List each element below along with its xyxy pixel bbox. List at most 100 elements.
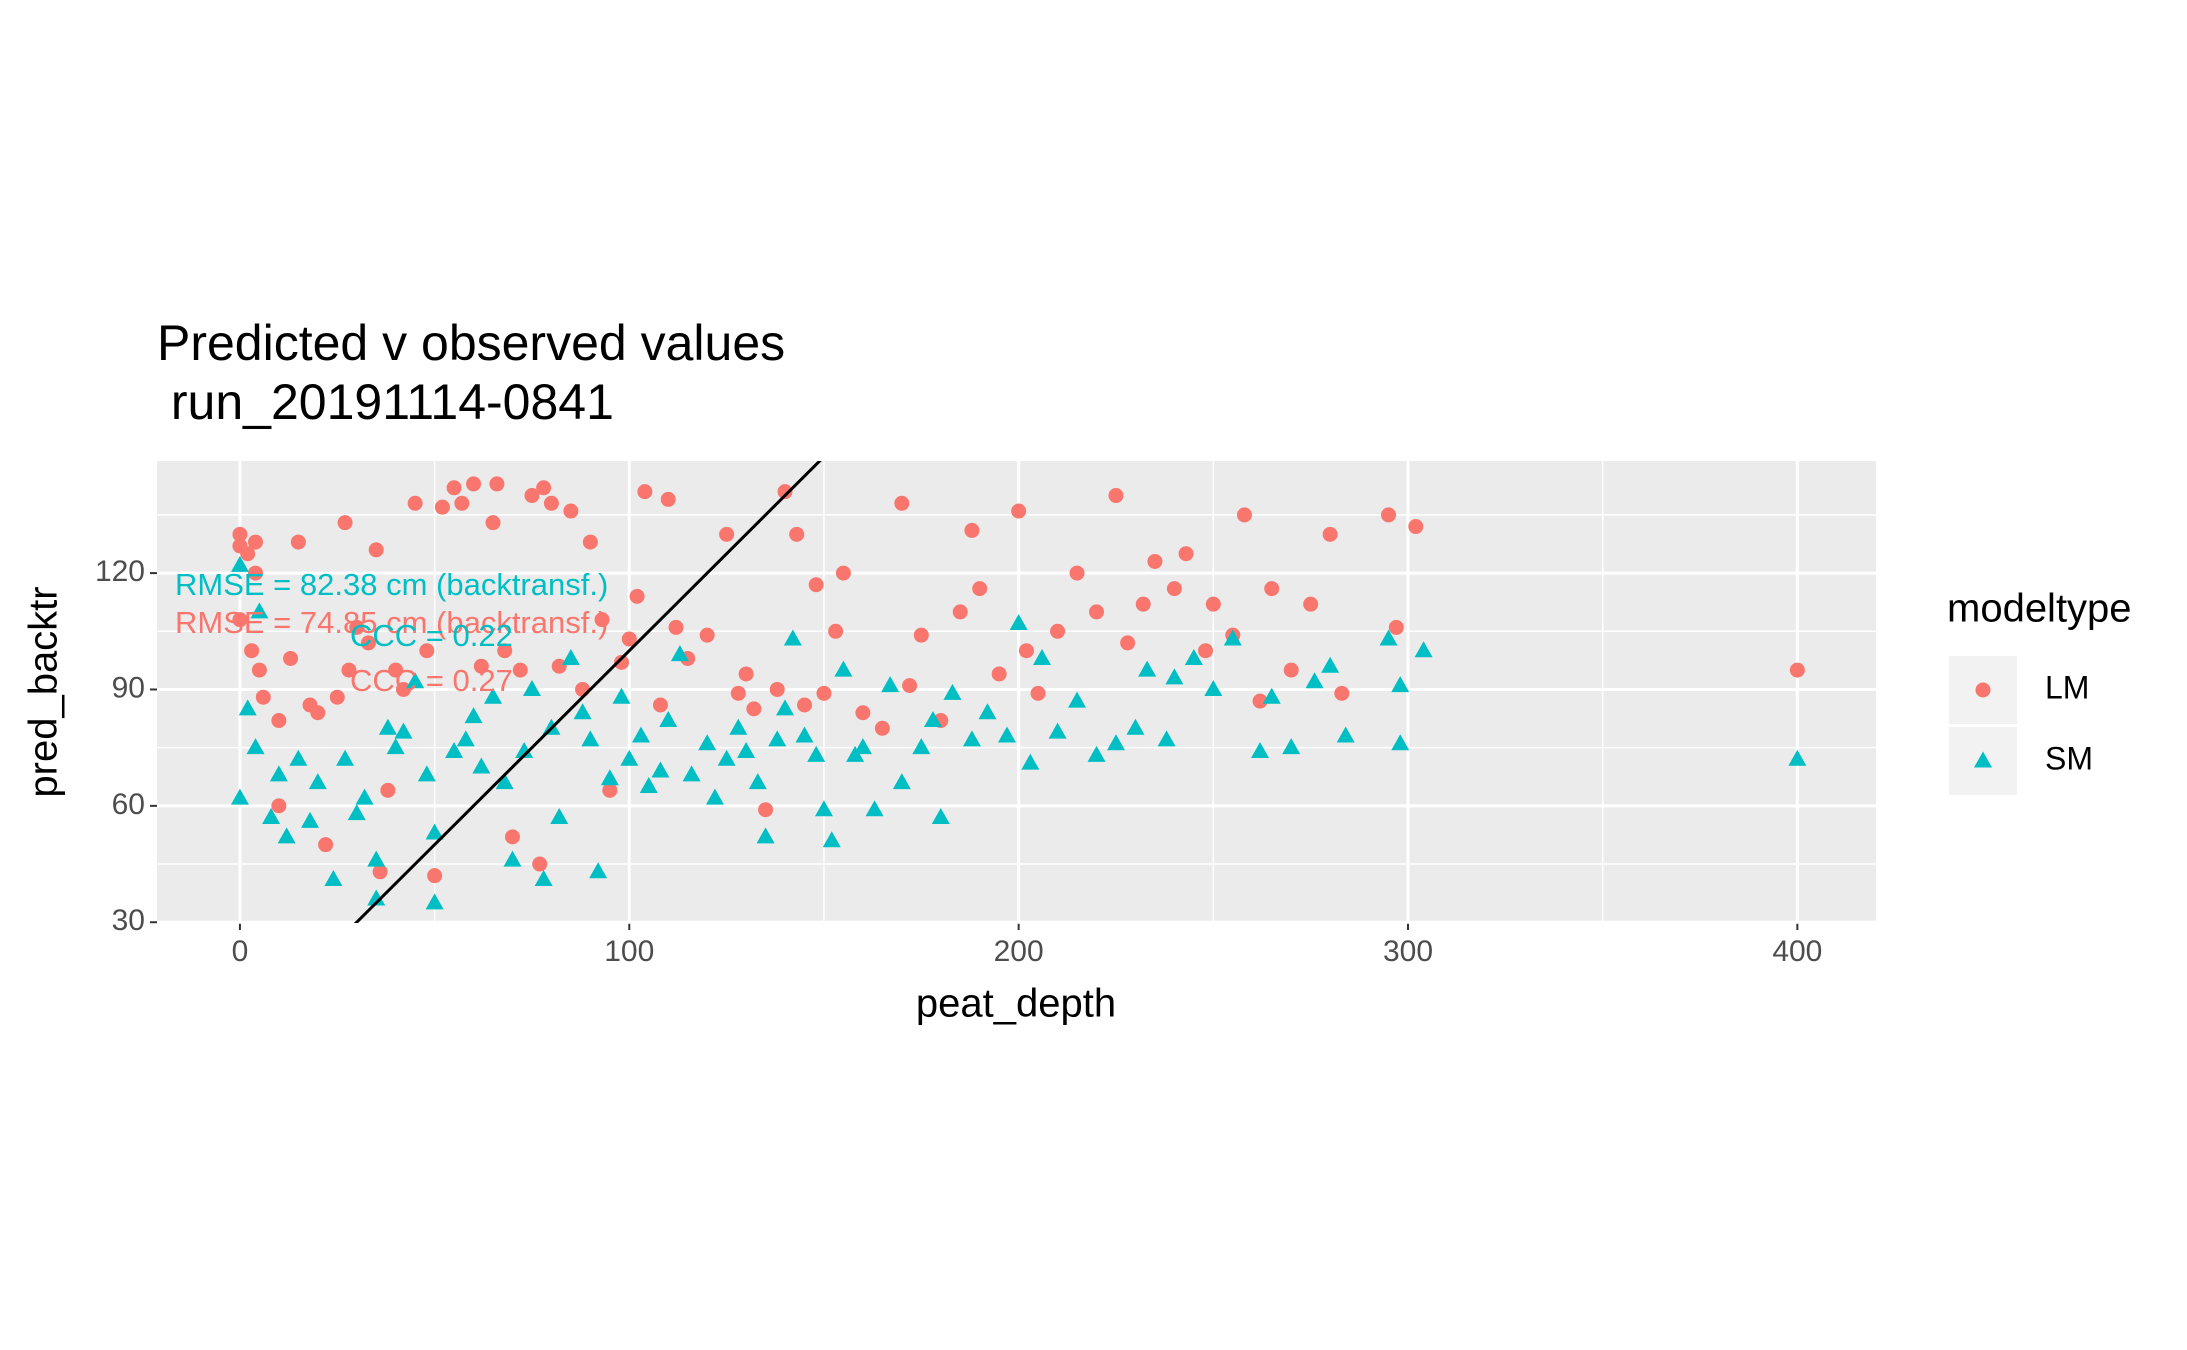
point	[367, 889, 386, 906]
point	[504, 829, 520, 845]
point	[395, 681, 411, 697]
point	[1204, 679, 1223, 696]
point	[1184, 648, 1203, 665]
point	[1178, 546, 1194, 562]
point	[289, 749, 308, 766]
point	[651, 761, 670, 778]
point	[1018, 643, 1034, 659]
point	[248, 565, 264, 581]
point	[1009, 614, 1028, 631]
point	[1391, 734, 1410, 751]
point	[931, 807, 950, 824]
point	[1108, 488, 1124, 504]
point	[789, 526, 805, 542]
point	[768, 730, 787, 747]
point	[425, 893, 444, 910]
point	[913, 627, 929, 643]
point	[1282, 738, 1301, 755]
point	[360, 635, 376, 651]
point	[1414, 641, 1433, 658]
point	[1336, 726, 1355, 743]
legend-symbol	[1975, 682, 1991, 698]
point	[795, 726, 814, 743]
point	[589, 862, 608, 879]
point	[670, 645, 689, 662]
point	[652, 697, 668, 713]
plot-area	[230, 461, 1807, 923]
point	[855, 705, 871, 721]
point	[407, 495, 423, 511]
point	[456, 730, 475, 747]
point	[308, 773, 327, 790]
point	[631, 726, 650, 743]
point	[489, 476, 505, 492]
point	[464, 707, 483, 724]
point	[244, 643, 260, 659]
point	[561, 648, 580, 665]
legend-title: modeltype	[1947, 587, 2132, 631]
point	[758, 802, 774, 818]
point	[378, 718, 397, 735]
point	[503, 850, 522, 867]
point	[446, 480, 462, 496]
point	[1381, 507, 1397, 523]
point	[637, 484, 653, 500]
point	[337, 515, 353, 531]
point	[612, 687, 631, 704]
point	[1120, 635, 1136, 651]
point	[380, 782, 396, 798]
point	[232, 612, 248, 628]
point	[1033, 648, 1052, 665]
point	[417, 765, 436, 782]
point	[262, 807, 281, 824]
point	[563, 503, 579, 519]
x-axis-title: peat_depth	[916, 982, 1116, 1026]
point	[923, 711, 942, 728]
point	[1236, 507, 1252, 523]
point	[512, 662, 528, 678]
reference-line	[353, 461, 822, 923]
point	[943, 683, 962, 700]
point	[962, 730, 981, 747]
point	[1379, 629, 1398, 646]
point	[434, 499, 450, 515]
point	[835, 565, 851, 581]
point	[454, 495, 470, 511]
point	[1087, 745, 1106, 762]
legend-label: SM	[2045, 740, 2093, 776]
point	[620, 749, 639, 766]
point	[602, 782, 618, 798]
legend-label: LM	[2045, 669, 2089, 705]
point	[777, 484, 793, 500]
x-tick-label: 300	[1383, 935, 1433, 968]
point	[729, 718, 748, 735]
y-axis-title: pred_backtr	[22, 586, 66, 797]
point	[639, 776, 658, 793]
point	[1135, 596, 1151, 612]
point	[796, 697, 812, 713]
point	[769, 681, 785, 697]
point	[1305, 672, 1324, 689]
point	[355, 788, 374, 805]
y-tick-label: 60	[112, 788, 145, 821]
point	[874, 720, 890, 736]
point	[277, 827, 296, 844]
point	[807, 745, 826, 762]
point	[1138, 660, 1157, 677]
annotation: RMSE = 82.38 cm (backtransf.)	[175, 567, 608, 602]
point	[1788, 749, 1807, 766]
point	[991, 666, 1007, 682]
point	[816, 685, 832, 701]
point	[388, 662, 404, 678]
point	[246, 738, 265, 755]
point	[485, 515, 501, 531]
plot-panel	[157, 461, 1876, 923]
point	[730, 685, 746, 701]
annotation: CCC = 0.22	[350, 618, 513, 653]
point	[1262, 687, 1281, 704]
point	[283, 650, 299, 666]
point	[952, 604, 968, 620]
point	[238, 699, 257, 716]
point	[349, 619, 365, 635]
